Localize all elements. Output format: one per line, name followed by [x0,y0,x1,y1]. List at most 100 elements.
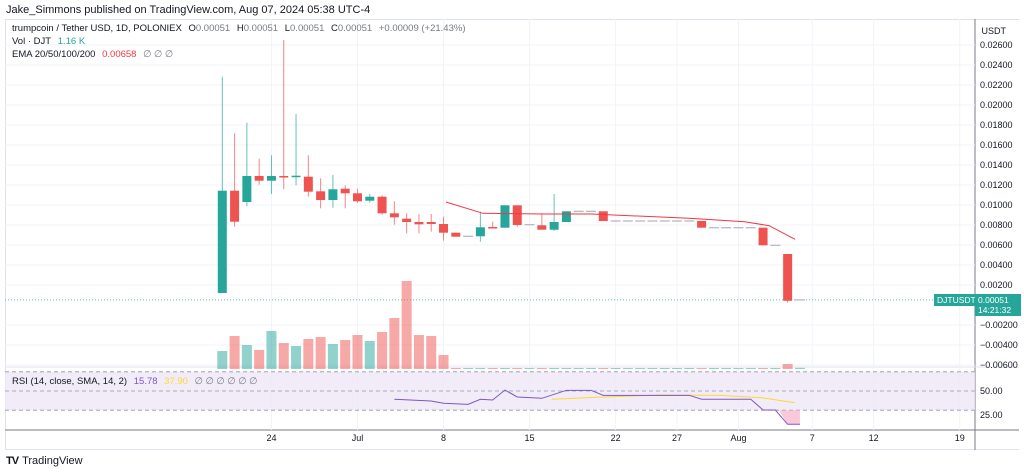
ema-na-values: ∅ ∅ ∅ [143,49,174,60]
candle-body [451,232,461,237]
candle-body [217,190,227,293]
publish-caption: Jake_Simmons published on TradingView.co… [6,4,371,16]
volume-value: 1.16 K [57,36,86,47]
time-tick-label: 8 [441,433,446,443]
volume-bar [782,364,793,369]
rsi-legend: RSI (14, close, SMA, 14, 2) 15.78 37.90 … [12,376,261,387]
volume-bar [647,368,658,369]
volume-bar [450,368,461,369]
price-tick-label: −0.00200 [980,320,1018,330]
candle-body [352,193,362,202]
price-tick-label: 0.02600 [980,40,1013,50]
candle-body [537,225,547,230]
time-tick-label: Jul [352,433,364,443]
time-tick-label: 22 [611,433,621,443]
rsi-tick-label: 50.00 [980,386,1003,396]
rsi-na-values: ∅ ∅ ∅ ∅ ∅ ∅ [194,376,258,387]
rsi-label[interactable]: RSI (14, close, SMA, 14, 2) [12,376,128,387]
ema-line [445,201,796,240]
volume-bar [499,368,510,369]
candle-body [783,254,793,301]
volume-bar [684,368,695,369]
bar-countdown: 14:21:32 [978,305,1012,315]
volume-bar [659,368,670,369]
currency-label[interactable]: USDT [981,26,1007,36]
candle-body [377,196,387,214]
candle-body [549,222,559,230]
price-tick-label: −0.00400 [980,340,1018,350]
candle-body [365,196,375,201]
volume-bar [635,368,646,369]
volume-bar [229,336,240,369]
candle-body [402,218,412,222]
symbol-title[interactable]: trumpcoin / Tether USD, 1D, POLONIEX [12,23,182,34]
volume-bar [401,281,412,369]
volume-bar [278,343,289,369]
volume-label[interactable]: Vol · DJT [12,36,52,47]
volume-bar [303,339,314,369]
last-price: 0.00051 [978,295,1009,305]
candle-body [758,227,768,246]
time-tick-label: Aug [730,433,746,443]
price-tick-label: 0.01800 [980,120,1013,130]
candle-body [389,213,399,218]
candle-body [242,176,252,202]
ohlc-low: L0.00051 [284,23,325,34]
candle-body [439,224,449,233]
candle-body [266,176,276,181]
volume-bar [327,344,338,369]
ema-label[interactable]: EMA 20/50/100/200 [12,49,96,60]
rsi-tick-label: 25.00 [980,410,1003,420]
price-tick-label: 0.01000 [980,200,1013,210]
price-tick-label: 0.02000 [980,100,1013,110]
candle-body [475,227,485,237]
rsi-sma-value: 37.90 [164,376,188,387]
candle-body [426,222,436,224]
volume-bar [315,337,326,369]
volume-bar [291,346,302,369]
rsi-oversold-fill [779,410,800,425]
volume-bar [561,368,572,369]
volume-bar [672,368,683,369]
ohlc-open: O0.00051 [188,23,231,34]
tv-logo-icon: TV [6,455,19,467]
ema-legend: EMA 20/50/100/200 0.00658 ∅ ∅ ∅ [12,49,177,60]
volume-bar [241,345,252,369]
chart-frame [5,19,1019,450]
candle-body [697,221,707,228]
volume-bar [512,368,523,369]
price-tick-label: 0.01400 [980,160,1013,170]
price-tick-label: 0.01200 [980,180,1013,190]
ohlc-close: C0.00051 [331,23,373,34]
rsi-value: 15.78 [133,376,158,387]
volume-bar [352,335,363,369]
price-tick-label: 0.00200 [980,280,1013,290]
last-price-tag: 0.00051 14:21:32 [975,294,1021,316]
volume-bar [254,350,265,369]
volume-bar [549,368,560,369]
rsi-line [394,389,800,425]
volume-bar [536,368,547,369]
candle-body [230,190,240,222]
ohlc-high: H0.00051 [236,23,279,34]
volume-bar [413,335,424,369]
volume-bar [758,368,769,369]
volume-bar [610,368,621,369]
candle-body [512,205,522,225]
candle-body [279,176,289,178]
tradingview-logo[interactable]: TV TradingView [6,455,83,467]
volume-bar [217,351,228,369]
volume-bar [745,368,756,369]
volume-bar [598,368,609,369]
price-tick-label: 0.00400 [980,260,1013,270]
candle-body [316,191,326,200]
volume-bar [708,368,719,369]
price-tick-label: −0.00600 [980,360,1018,370]
time-tick-label: 12 [869,433,879,443]
volume-bar [340,340,351,369]
candle-body [598,211,608,221]
price-tick-label: 0.00600 [980,240,1013,250]
volume-bar [438,355,449,369]
time-tick-label: 24 [266,433,276,443]
